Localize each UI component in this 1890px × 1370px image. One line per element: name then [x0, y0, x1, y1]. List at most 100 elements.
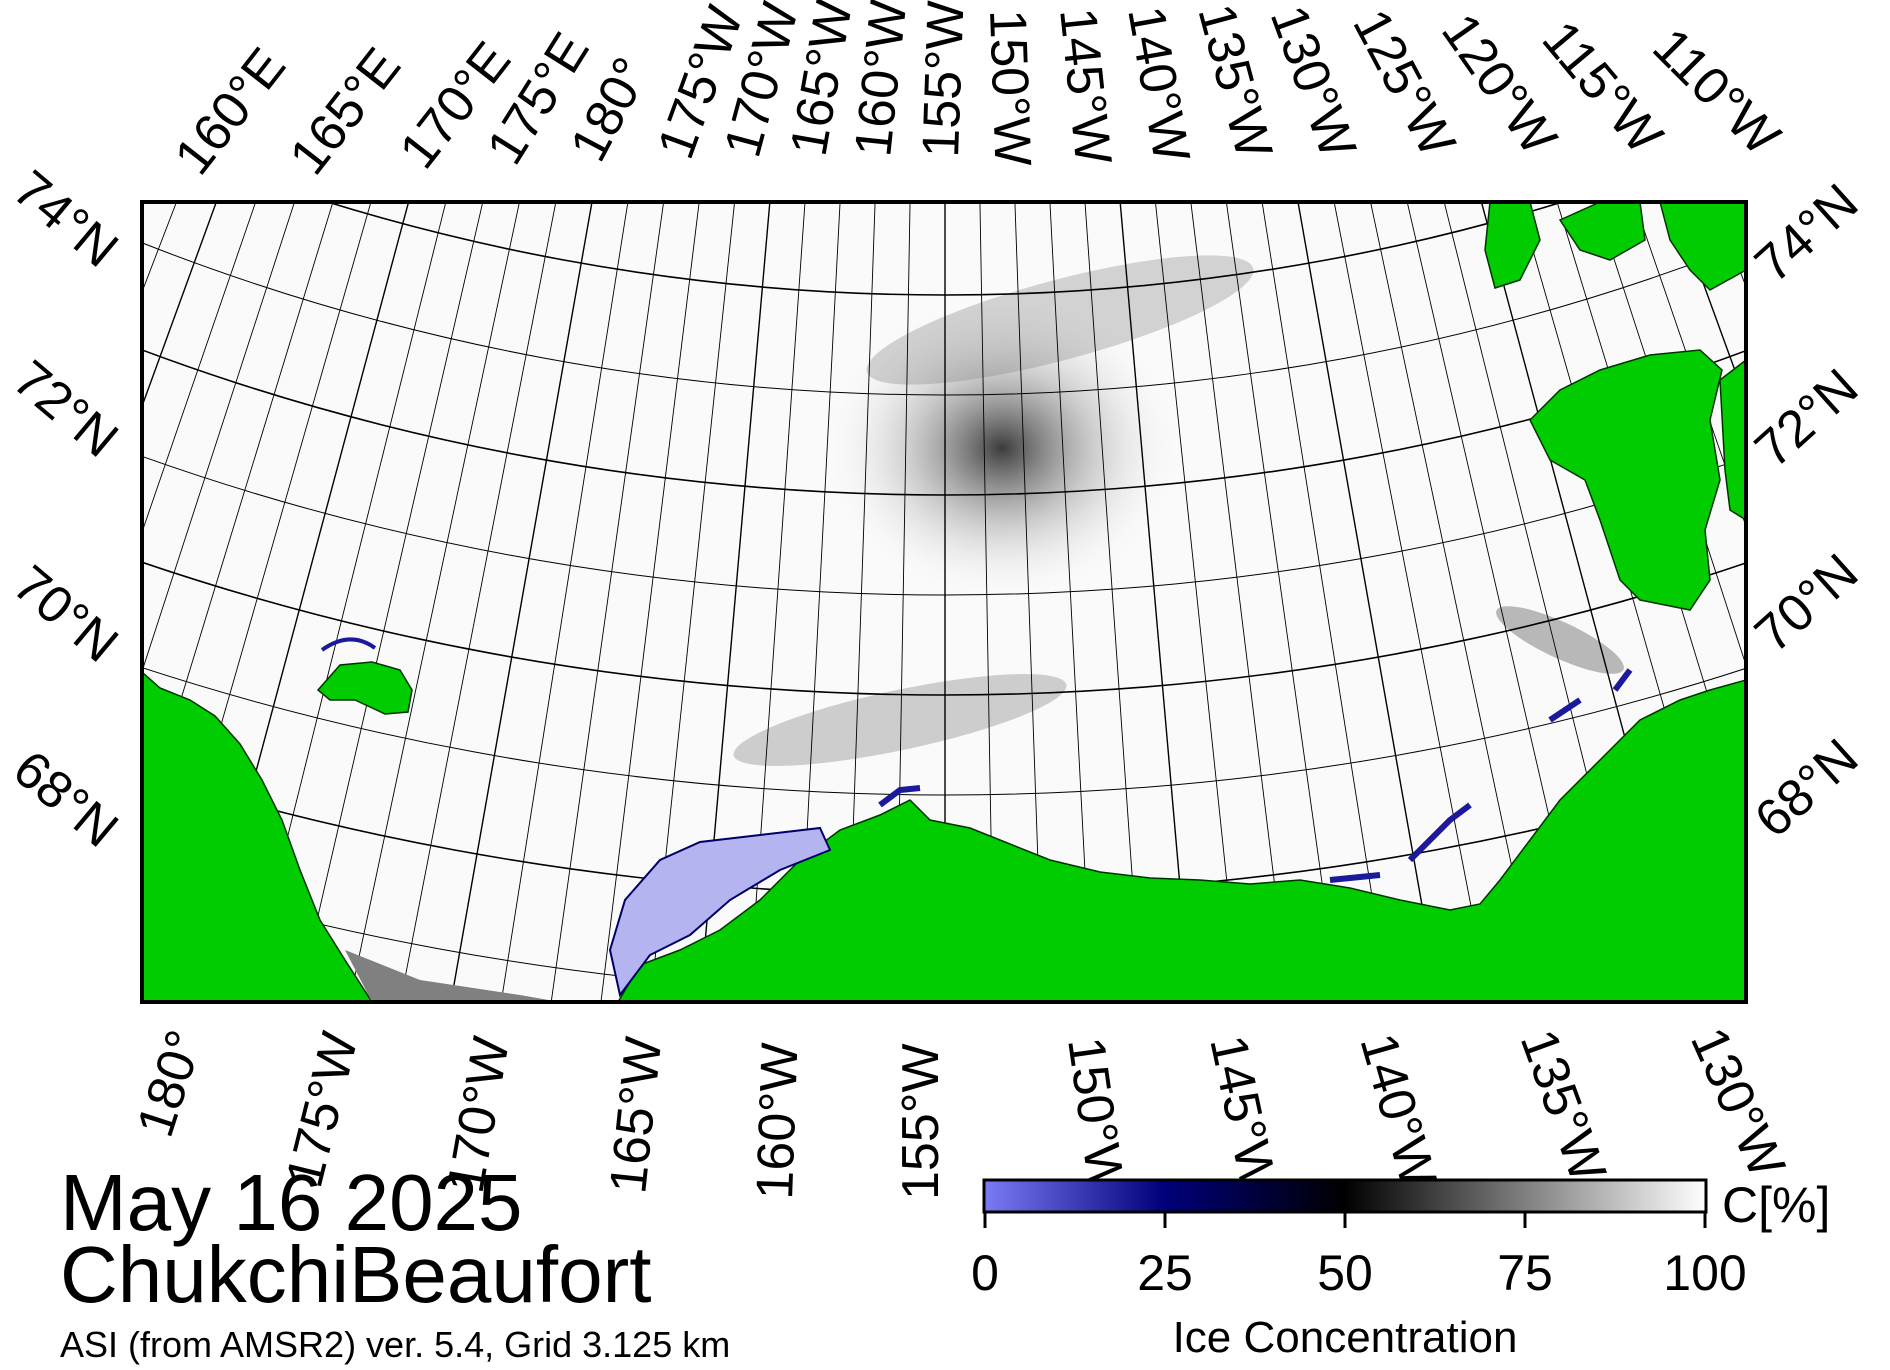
- bottom-label: 155°W: [892, 1043, 950, 1200]
- meridian-line: [142, 202, 257, 534]
- colorbar-gradient: [982, 1178, 1708, 1214]
- meridian-line: [1556, 202, 1746, 822]
- top-label: 155°W: [912, 0, 975, 158]
- meridian-line: [1860, 0, 1890, 1025]
- meridian-line: [650, 202, 736, 1002]
- top-longitude-labels: 160°E 165°E 170°E 175°E 180° 175°W 170°W…: [164, 0, 1791, 185]
- meridian-line: [297, 202, 484, 1002]
- bottom-label: 150°W: [1056, 1034, 1135, 1197]
- right-latitude-labels: 74°N 72°N 70°N 68°N: [1744, 173, 1869, 849]
- meridian-line: [142, 202, 295, 673]
- date-caption: May 16 2025: [60, 1158, 523, 1247]
- meridian-line: [142, 202, 177, 294]
- land-siberia: [142, 670, 373, 1002]
- meridian-line: [142, 202, 372, 1002]
- top-label: 145°W: [1048, 5, 1122, 167]
- meridian-line: [1800, 0, 1890, 1076]
- meridian-line: [979, 202, 995, 1002]
- meridian-line: [500, 202, 629, 1002]
- meridian-line: [245, 202, 447, 1002]
- colorbar-tick-label: 75: [1497, 1245, 1553, 1301]
- source-caption: ASI (from AMSR2) ver. 5.4, Grid 3.125 km: [60, 1324, 730, 1365]
- ice-streak-north: [866, 255, 1254, 385]
- ice-streak-east: [1496, 606, 1624, 674]
- meridian-line: [1084, 202, 1142, 1002]
- colorbar-tick-label: 0: [971, 1245, 999, 1301]
- top-label: 165°E: [279, 38, 412, 186]
- meridian-line: [450, 202, 593, 1002]
- meridian-line: [0, 0, 90, 1076]
- low-ice-mackenzie: [1329, 668, 1633, 883]
- colorbar-tick-label: 100: [1663, 1245, 1746, 1301]
- meridian-line: [0, 0, 152, 1123]
- meridian-line: [748, 202, 806, 1002]
- meridian-line: [1190, 202, 1290, 1002]
- meridian-line: [142, 202, 334, 829]
- meridian-line: [895, 202, 911, 1002]
- region-caption: ChukchiBeaufort: [60, 1230, 651, 1319]
- meridian-line: [846, 202, 876, 1002]
- low-ice-point-barrow: [878, 785, 921, 808]
- meridian-line: [1119, 202, 1191, 1002]
- meridian-line: [1049, 202, 1093, 1002]
- top-label: 150°W: [978, 8, 1041, 167]
- land-victoria-island: [1719, 359, 1746, 521]
- right-lat-label: 70°N: [1744, 543, 1869, 664]
- meridian-line: [0, 0, 30, 1025]
- meridian-line: [399, 202, 557, 1002]
- land-banks-island: [1529, 349, 1723, 611]
- meridian-line: [797, 202, 841, 1002]
- meridian-line: [1406, 202, 1593, 1002]
- bottom-label: 135°W: [1509, 1022, 1617, 1189]
- meridian-line: [1333, 202, 1491, 1002]
- meridian-line: [1633, 202, 1746, 528]
- meridian-line: [1370, 202, 1542, 1002]
- meridian-line: [600, 202, 700, 1002]
- top-label: 140°W: [1116, 2, 1200, 166]
- top-label: 110°W: [1642, 17, 1791, 166]
- bottom-label: 145°W: [1198, 1030, 1287, 1195]
- right-lat-label: 68°N: [1744, 728, 1869, 849]
- meridian-line: [1261, 202, 1390, 1002]
- meridian-line: [1830, 0, 1890, 1051]
- colorbar-unit: C[%]: [1722, 1177, 1830, 1233]
- colorbar-tick-label: 50: [1317, 1245, 1373, 1301]
- left-latitude-labels: 74°N 72°N 70°N 68°N: [2, 160, 128, 859]
- left-lat-label: 74°N: [2, 160, 128, 279]
- meridian-line: [1443, 202, 1645, 1002]
- bottom-label: 180°: [126, 1023, 214, 1143]
- meridian-line: [193, 202, 410, 1002]
- land-queen-elizabeth-islands: [1484, 202, 1746, 291]
- ice-streak-south: [733, 674, 1067, 766]
- meridian-line: [0, 0, 121, 1100]
- left-lat-label: 68°N: [2, 740, 128, 859]
- map-frame: [140, 200, 1748, 1004]
- land-wrangel-island: [316, 661, 413, 715]
- meridian-line: [1297, 202, 1440, 1002]
- meridian-line: [1225, 202, 1340, 1002]
- low-ice-wrangel: [320, 637, 377, 652]
- bottom-label: 160°W: [746, 1042, 809, 1201]
- meridian-line: [1518, 202, 1746, 996]
- right-lat-label: 72°N: [1744, 358, 1869, 479]
- meridian-line: [348, 202, 520, 1002]
- top-label: 160°E: [164, 38, 297, 186]
- bottom-label: 165°W: [599, 1034, 673, 1196]
- meridian-line: [550, 202, 665, 1002]
- colorbar-tick-label: 25: [1137, 1245, 1193, 1301]
- colorbar: 0 25 50 75 100 C[%] Ice Concentration: [971, 1177, 1830, 1362]
- meridian-line: [699, 202, 771, 1002]
- left-lat-label: 72°N: [2, 350, 128, 469]
- colorbar-title: Ice Concentration: [1173, 1313, 1518, 1362]
- low-ice-kotzebue: [608, 826, 832, 998]
- bottom-label: 140°W: [1348, 1027, 1447, 1194]
- meridian-line: [1154, 202, 1240, 1002]
- right-lat-label: 74°N: [1744, 173, 1869, 294]
- left-lat-label: 70°N: [2, 555, 128, 674]
- meridian-line: [142, 202, 218, 409]
- missing-data-area: [345, 950, 560, 1002]
- bottom-label: 130°W: [1679, 1019, 1796, 1186]
